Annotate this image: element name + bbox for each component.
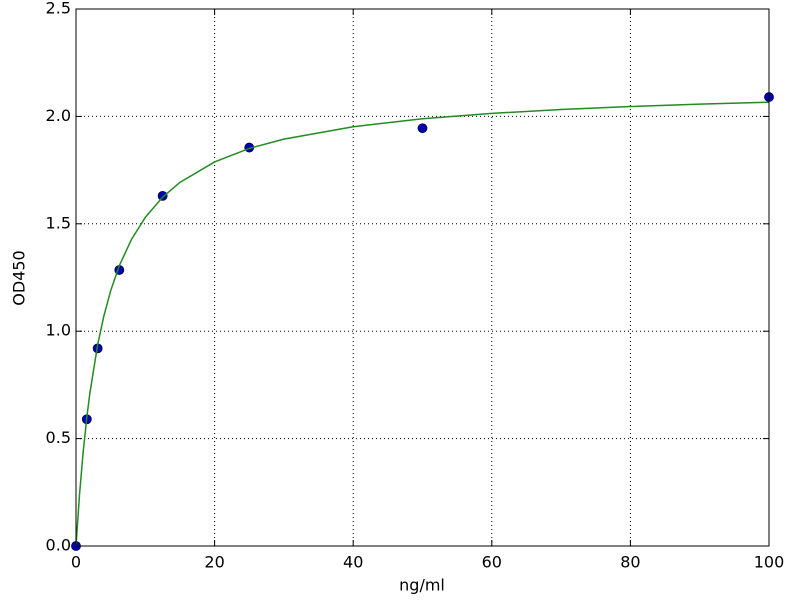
fit-curve [75, 101, 770, 547]
y-tick-label: 0.5 [46, 428, 71, 447]
y-tick-label: 0.0 [46, 536, 71, 555]
y-tick-label: 2.5 [46, 0, 71, 18]
y-tick-label: 2.0 [46, 106, 71, 125]
y-tick-label: 1.0 [46, 321, 71, 340]
x-axis-label: ng/ml [399, 576, 445, 595]
x-tick-label: 80 [620, 553, 640, 572]
y-tick-label: 1.5 [46, 213, 71, 232]
x-tick-label: 20 [204, 553, 224, 572]
x-tick-label: 0 [71, 553, 81, 572]
x-tick-label: 100 [754, 553, 785, 572]
data-point [157, 190, 168, 201]
x-tick-label: 40 [343, 553, 363, 572]
data-point [417, 123, 428, 134]
plot-frame [75, 8, 770, 547]
y-axis-label: OD450 [10, 250, 29, 305]
x-tick-label: 60 [482, 553, 502, 572]
